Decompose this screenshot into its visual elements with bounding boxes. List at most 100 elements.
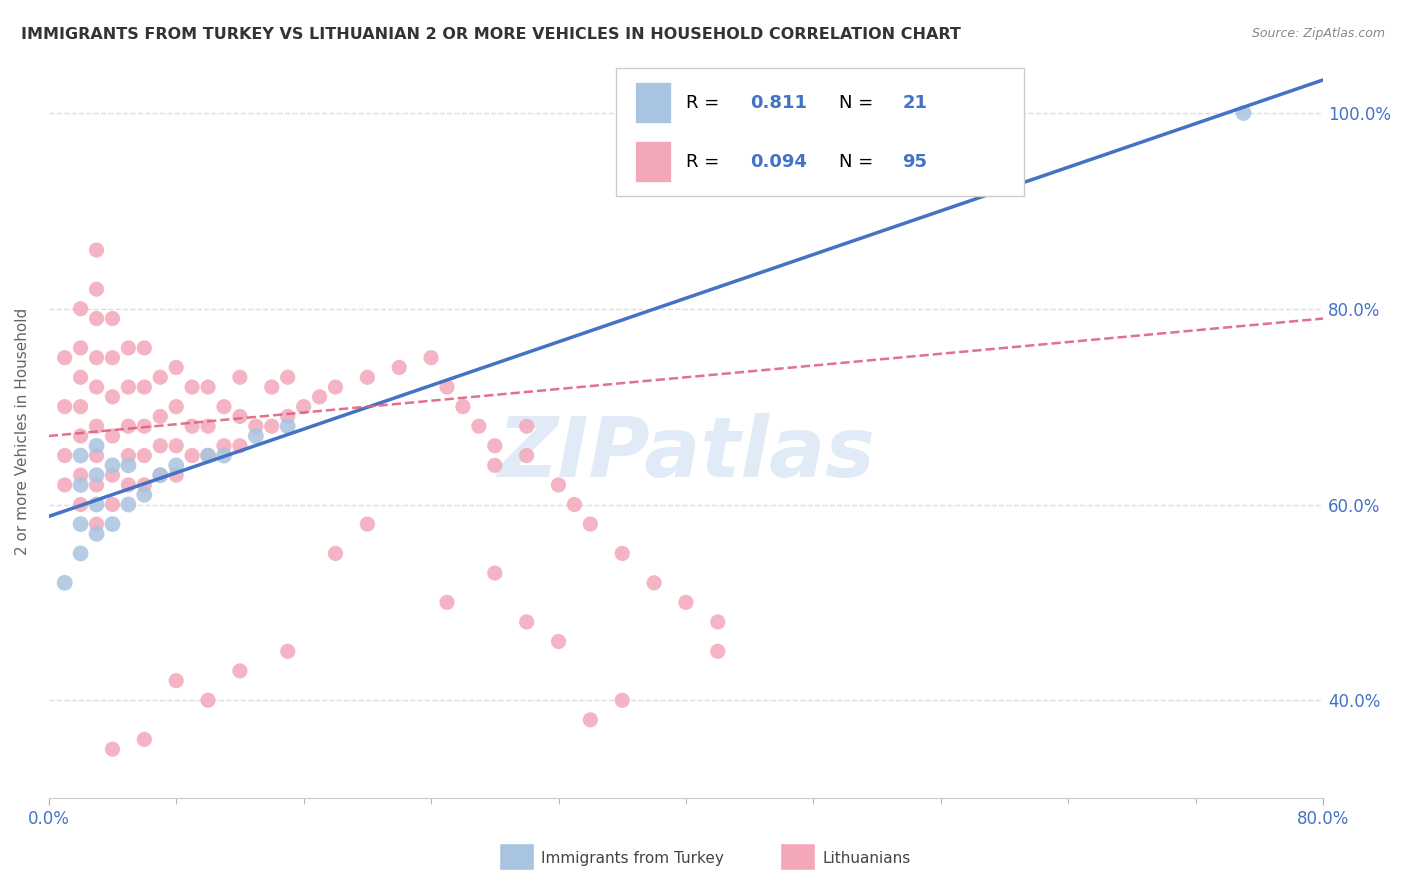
Point: [229, 370, 252, 384]
Point: [707, 615, 730, 629]
Point: [1232, 106, 1254, 120]
Point: [101, 468, 124, 483]
Point: [436, 380, 458, 394]
Point: [86, 478, 108, 492]
Point: [149, 370, 172, 384]
Point: [245, 419, 267, 434]
Point: [197, 449, 219, 463]
Text: R =: R =: [686, 153, 725, 170]
Point: [53, 575, 76, 590]
Text: R =: R =: [686, 94, 725, 112]
Point: [69, 429, 91, 443]
Point: [547, 478, 569, 492]
Point: [325, 546, 347, 560]
Y-axis label: 2 or more Vehicles in Household: 2 or more Vehicles in Household: [15, 308, 30, 555]
Point: [165, 400, 187, 414]
Text: ZIPatlas: ZIPatlas: [496, 413, 875, 493]
Text: N =: N =: [839, 153, 879, 170]
Point: [101, 498, 124, 512]
Point: [53, 449, 76, 463]
Point: [86, 439, 108, 453]
Point: [165, 439, 187, 453]
Point: [277, 409, 299, 424]
Point: [277, 370, 299, 384]
Point: [245, 429, 267, 443]
Point: [181, 449, 204, 463]
Point: [484, 458, 506, 473]
Point: [165, 458, 187, 473]
Point: [69, 478, 91, 492]
Point: [547, 634, 569, 648]
Point: [564, 498, 586, 512]
Text: 0.094: 0.094: [749, 153, 807, 170]
Text: 21: 21: [903, 94, 928, 112]
Point: [86, 380, 108, 394]
Point: [229, 664, 252, 678]
Point: [356, 370, 378, 384]
Point: [149, 468, 172, 483]
Point: [484, 439, 506, 453]
Point: [707, 644, 730, 658]
Point: [436, 595, 458, 609]
Point: [86, 517, 108, 532]
Point: [260, 419, 283, 434]
Point: [229, 409, 252, 424]
Point: [134, 732, 156, 747]
Point: [134, 449, 156, 463]
Point: [101, 429, 124, 443]
Point: [117, 498, 139, 512]
Text: Source: ZipAtlas.com: Source: ZipAtlas.com: [1251, 27, 1385, 40]
Point: [86, 498, 108, 512]
Text: N =: N =: [839, 94, 879, 112]
Point: [197, 449, 219, 463]
Point: [197, 419, 219, 434]
Point: [260, 380, 283, 394]
Point: [420, 351, 443, 365]
Point: [69, 498, 91, 512]
Point: [675, 595, 697, 609]
Point: [134, 478, 156, 492]
Point: [69, 449, 91, 463]
Point: [53, 478, 76, 492]
Text: Immigrants from Turkey: Immigrants from Turkey: [541, 851, 724, 865]
Point: [134, 488, 156, 502]
Point: [197, 693, 219, 707]
Point: [86, 282, 108, 296]
Text: Lithuanians: Lithuanians: [823, 851, 911, 865]
Point: [134, 341, 156, 355]
Point: [308, 390, 330, 404]
Text: 95: 95: [903, 153, 928, 170]
Text: IMMIGRANTS FROM TURKEY VS LITHUANIAN 2 OR MORE VEHICLES IN HOUSEHOLD CORRELATION: IMMIGRANTS FROM TURKEY VS LITHUANIAN 2 O…: [21, 27, 960, 42]
Point: [117, 458, 139, 473]
Point: [117, 478, 139, 492]
Point: [388, 360, 411, 375]
Point: [212, 449, 235, 463]
Point: [69, 468, 91, 483]
Point: [53, 400, 76, 414]
Point: [69, 301, 91, 316]
Point: [579, 713, 602, 727]
Point: [101, 742, 124, 756]
Point: [101, 458, 124, 473]
Point: [165, 673, 187, 688]
Point: [86, 351, 108, 365]
Point: [181, 380, 204, 394]
Point: [117, 341, 139, 355]
FancyBboxPatch shape: [636, 141, 671, 181]
Text: 0.811: 0.811: [749, 94, 807, 112]
Point: [516, 419, 538, 434]
Point: [229, 439, 252, 453]
Point: [69, 400, 91, 414]
Point: [181, 419, 204, 434]
FancyBboxPatch shape: [616, 68, 1024, 196]
Point: [516, 615, 538, 629]
Point: [212, 439, 235, 453]
Point: [612, 693, 634, 707]
Point: [325, 380, 347, 394]
Point: [86, 468, 108, 483]
Point: [165, 360, 187, 375]
Point: [101, 351, 124, 365]
Point: [86, 449, 108, 463]
Point: [612, 546, 634, 560]
Point: [86, 243, 108, 257]
